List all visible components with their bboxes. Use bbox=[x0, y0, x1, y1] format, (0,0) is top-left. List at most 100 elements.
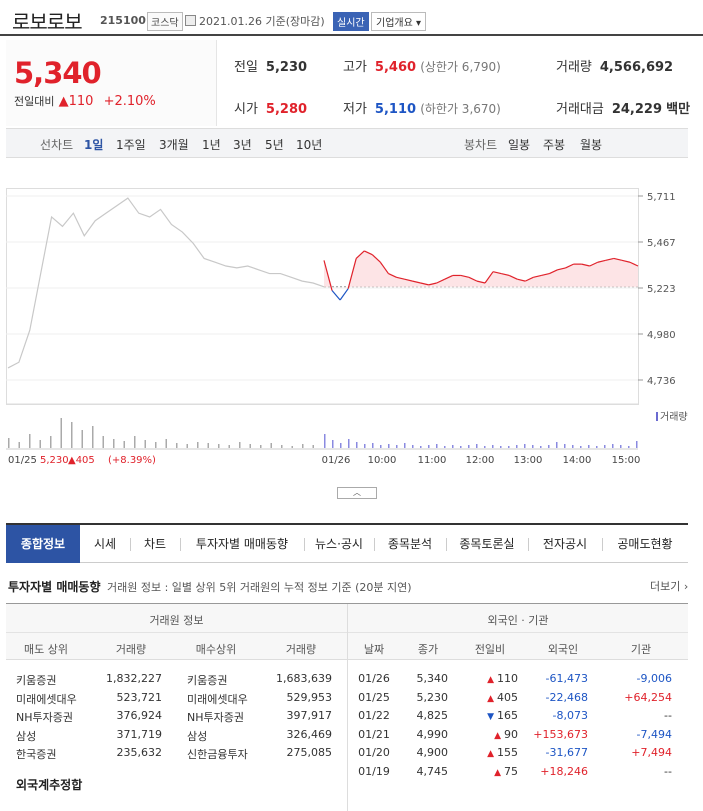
change-value: 405 bbox=[497, 690, 518, 704]
tab-chart[interactable]: 차트 bbox=[143, 537, 167, 551]
x-tick-label: 12:00 bbox=[466, 455, 495, 466]
y-tick-label: 4,980 bbox=[647, 330, 676, 341]
col-buy-volume: 거래량 bbox=[285, 643, 317, 656]
candle-daily[interactable]: 일봉 bbox=[508, 138, 531, 152]
today-line-segment bbox=[396, 276, 405, 280]
tab-investor-trend[interactable]: 투자자별 매매동향 bbox=[195, 537, 289, 551]
col-sell-volume: 거래량 bbox=[115, 643, 147, 656]
period-3y[interactable]: 3년 bbox=[233, 138, 252, 152]
volume-bar bbox=[628, 446, 630, 448]
tab-disclosure[interactable]: 전자공시 bbox=[542, 537, 588, 551]
volume-bar bbox=[60, 418, 62, 448]
volume-bar bbox=[102, 436, 104, 448]
buy-broker: 신한금융투자 bbox=[187, 748, 248, 761]
buy-volume: 1,683,639 bbox=[276, 672, 332, 685]
current-price: 5,340 bbox=[14, 56, 102, 90]
today-line-segment bbox=[323, 260, 333, 291]
today-line-segment bbox=[355, 250, 365, 259]
period-1d[interactable]: 1일 bbox=[84, 138, 104, 152]
table-center-divider bbox=[347, 604, 348, 811]
col-close: 종가 bbox=[417, 643, 439, 656]
row-institution: -- bbox=[664, 709, 672, 722]
candle-monthly[interactable]: 월봉 bbox=[580, 138, 603, 152]
volume-bar bbox=[8, 438, 10, 448]
row-change: ▲ 155 bbox=[466, 746, 518, 759]
stock-code: 215100 bbox=[100, 14, 146, 27]
buy-broker: 미래에셋대우 bbox=[187, 692, 248, 706]
today-line-segment bbox=[492, 271, 502, 275]
volume-bar bbox=[197, 442, 199, 448]
company-overview-dropdown[interactable]: 기업개요 ▾ bbox=[371, 12, 426, 31]
price-chart[interactable]: 5,711 5,467 5,223 4,980 4,736 거래량 01/26 10:00 11… bbox=[6, 158, 688, 488]
row-change: ▲ 90 bbox=[466, 728, 518, 741]
row-foreign: -22,468 bbox=[545, 690, 588, 704]
y-tick-label: 4,736 bbox=[647, 376, 676, 387]
period-1y[interactable]: 1년 bbox=[202, 138, 221, 152]
period-10y[interactable]: 10년 bbox=[296, 138, 323, 152]
volume-bar bbox=[484, 446, 486, 448]
change-value: 110 bbox=[497, 672, 518, 685]
section-title: 투자자별 매매동향 bbox=[8, 580, 101, 594]
period-3m[interactable]: 3개월 bbox=[159, 138, 189, 152]
row-institution: -7,494 bbox=[636, 727, 672, 741]
tab-analysis[interactable]: 종목분석 bbox=[387, 537, 433, 551]
volume-bar bbox=[380, 445, 382, 448]
volume-bar bbox=[500, 446, 502, 448]
row-change: ▲ 75 bbox=[466, 765, 518, 778]
volume-bar bbox=[564, 444, 566, 448]
today-line-segment bbox=[404, 278, 413, 282]
tab-summary[interactable]: 종합정보 bbox=[6, 525, 80, 563]
volume-bar bbox=[548, 445, 550, 448]
tab-news[interactable]: 뉴스·공시 bbox=[315, 537, 363, 551]
change-label: 전일대비 bbox=[14, 95, 55, 108]
price-change-row: 전일대비 ▲110 +2.10% bbox=[14, 93, 156, 109]
volume-bar bbox=[324, 434, 326, 448]
volume-bar bbox=[396, 445, 398, 448]
more-link[interactable]: 더보기 › bbox=[650, 580, 689, 593]
low-price: 저가 5,110 (하한가 3,670) bbox=[343, 102, 501, 117]
volume-bar bbox=[572, 445, 574, 448]
volume-bar bbox=[444, 446, 446, 448]
tab-short-selling[interactable]: 공매도현황 bbox=[617, 537, 673, 551]
buy-broker: NH투자증권 bbox=[187, 711, 244, 724]
row-close: 5,230 bbox=[416, 690, 449, 704]
row-change: ▲ 405 bbox=[466, 691, 518, 704]
row-change: ▲ 110 bbox=[466, 672, 518, 685]
today-line-segment bbox=[444, 274, 454, 280]
prev-day-change: ▲405 bbox=[68, 455, 95, 466]
volume-bar bbox=[596, 446, 598, 448]
main-tabs: 종합정보 시세 차트 투자자별 매매동향 뉴스·공시 종목분석 종목토론실 전자… bbox=[6, 523, 688, 563]
change-rate: +2.10% bbox=[103, 94, 156, 109]
volume-bar bbox=[620, 445, 622, 448]
volume-bar bbox=[218, 444, 220, 448]
today-line-segment bbox=[605, 257, 614, 261]
tab-quotes[interactable]: 시세 bbox=[93, 537, 117, 551]
market-badge: 코스닥 bbox=[147, 12, 183, 31]
x-tick-label: 10:00 bbox=[368, 455, 397, 466]
tab-discussion[interactable]: 종목토론실 bbox=[459, 537, 515, 551]
sell-volume: 1,832,227 bbox=[106, 672, 162, 685]
candle-weekly[interactable]: 주봉 bbox=[543, 138, 566, 152]
collapse-chart-button[interactable]: ︿ bbox=[337, 487, 377, 499]
period-1w[interactable]: 1주일 bbox=[116, 138, 146, 152]
today-line-segment bbox=[339, 288, 349, 301]
realtime-button[interactable]: 실시간 bbox=[333, 12, 369, 31]
section-description: 거래원 정보 : 일별 상위 5위 거래원의 누적 정보 기준 (20분 지연) bbox=[107, 581, 412, 594]
volume-bar bbox=[71, 422, 73, 448]
row-close: 4,825 bbox=[416, 709, 449, 722]
row-institution: +7,494 bbox=[631, 746, 672, 759]
today-line-segment bbox=[347, 258, 357, 289]
volume-bar bbox=[123, 441, 125, 448]
volume-bar bbox=[155, 442, 157, 448]
up-arrow-icon: ▲ bbox=[58, 94, 69, 109]
volume-bar bbox=[176, 443, 178, 448]
today-line-segment bbox=[557, 267, 566, 271]
period-5y[interactable]: 5년 bbox=[265, 138, 284, 152]
calendar-icon bbox=[185, 15, 196, 26]
stock-name: 로보로보 bbox=[12, 10, 83, 34]
col-change: 전일비 bbox=[474, 643, 506, 656]
change-value: 75 bbox=[504, 764, 518, 778]
today-line-segment bbox=[589, 261, 598, 267]
volume-bar bbox=[588, 445, 590, 448]
row-date: 01/20 bbox=[358, 746, 390, 759]
